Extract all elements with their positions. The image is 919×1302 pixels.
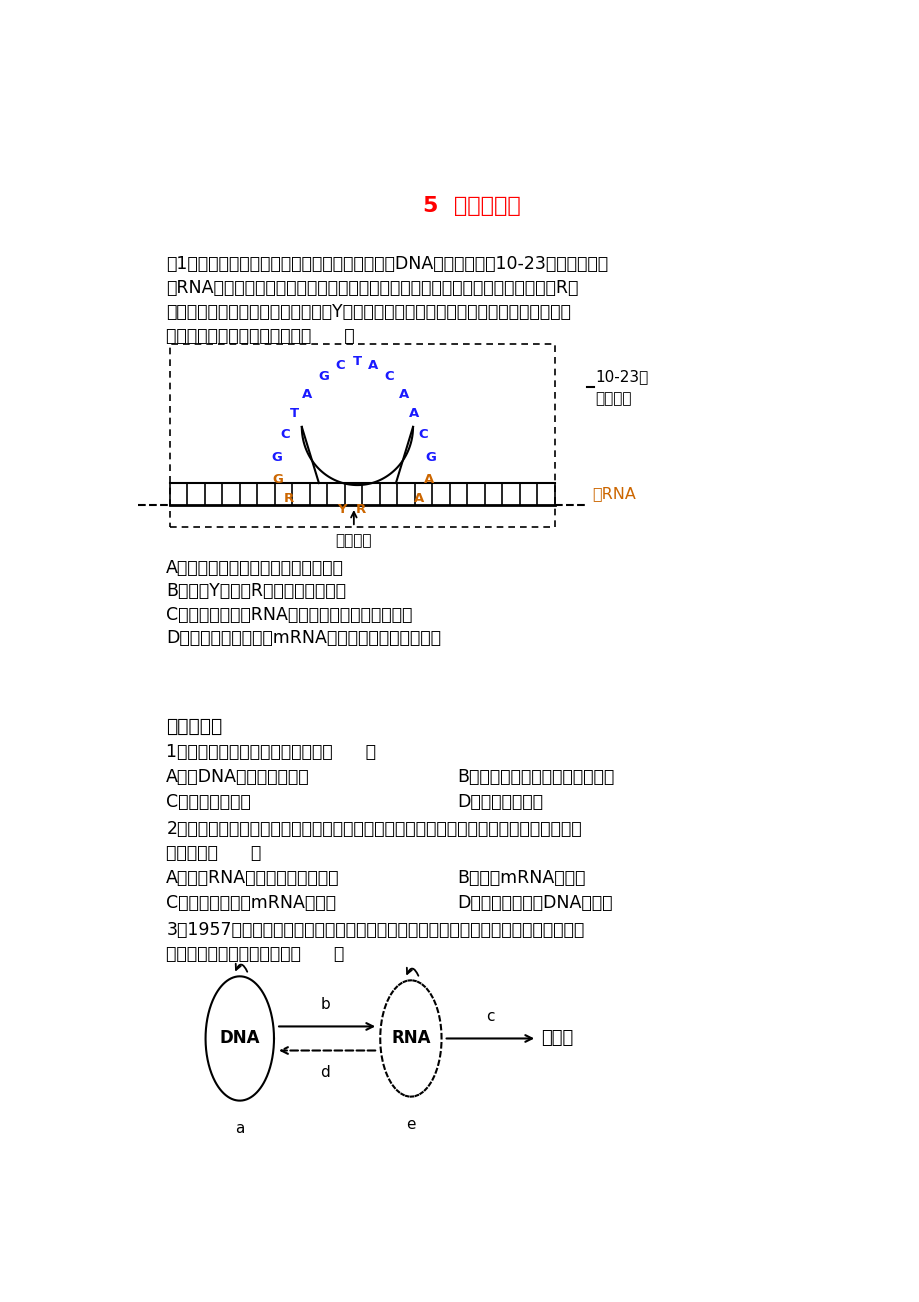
Text: 5  基因的表达: 5 基因的表达 xyxy=(422,197,520,216)
Text: c: c xyxy=(485,1009,494,1023)
Text: A: A xyxy=(368,359,378,372)
Text: 靶RNA结合并进行定点切割的示意图。切割位点在一个未配对的嘌呤核苷酸（图中R所: 靶RNA结合并进行定点切割的示意图。切割位点在一个未配对的嘌呤核苷酸（图中R所 xyxy=(166,279,578,297)
Text: 脱氧核酶: 脱氧核酶 xyxy=(595,392,631,406)
Text: 10-23型: 10-23型 xyxy=(595,370,648,384)
Text: T: T xyxy=(353,355,361,368)
Text: 苷酸。下列有关叙述错误的是（      ）: 苷酸。下列有关叙述错误的是（ ） xyxy=(166,327,355,345)
Text: A: A xyxy=(414,492,424,505)
Text: e: e xyxy=(405,1117,415,1131)
Text: a: a xyxy=(235,1121,244,1135)
Text: D．增强组蛋白与DNA的结合: D．增强组蛋白与DNA的结合 xyxy=(457,894,612,913)
Text: 充，下列有关叙述错误的是（      ）: 充，下列有关叙述错误的是（ ） xyxy=(166,945,345,963)
Text: A: A xyxy=(302,388,312,401)
Text: G: G xyxy=(425,450,436,464)
Text: A: A xyxy=(409,408,419,421)
Text: T: T xyxy=(289,408,299,421)
Text: D．利用脱氧核酶切割mRNA可以抑制基因的转录过程: D．利用脱氧核酶切割mRNA可以抑制基因的转录过程 xyxy=(166,629,441,647)
Text: R: R xyxy=(284,492,294,505)
Text: G: G xyxy=(272,473,283,486)
Text: C: C xyxy=(335,359,345,372)
Text: A．脱氧核酶的作用过程受温度的影响: A．脱氧核酶的作用过程受温度的影响 xyxy=(166,559,344,577)
Text: 一、选择题: 一、选择题 xyxy=(166,717,222,736)
Text: 例1．脱氧核酶是人工合成的具有催化活性的单链DNA分子。下图为10-23型脱氧核酶与: 例1．脱氧核酶是人工合成的具有催化活性的单链DNA分子。下图为10-23型脱氧核… xyxy=(166,254,607,272)
Text: G: G xyxy=(318,370,329,383)
Text: 2．基因的表达受到严格调控。下列调控方式中，能够促进基因表达，从而增加蛋白质分子: 2．基因的表达受到严格调控。下列调控方式中，能够促进基因表达，从而增加蛋白质分子 xyxy=(166,820,582,838)
Text: RNA: RNA xyxy=(391,1030,430,1048)
Text: C．需要消耗能量: C．需要消耗能量 xyxy=(166,793,251,811)
Text: C: C xyxy=(279,428,289,441)
Text: C．促进核糖体与mRNA的结合: C．促进核糖体与mRNA的结合 xyxy=(166,894,336,913)
Text: A: A xyxy=(398,388,408,401)
Text: b: b xyxy=(320,997,330,1012)
Text: C: C xyxy=(384,370,394,383)
Text: G: G xyxy=(271,450,282,464)
Text: C: C xyxy=(418,428,427,441)
Bar xyxy=(170,344,554,527)
Text: A．阻止RNA聚合酶与启动子结合: A．阻止RNA聚合酶与启动子结合 xyxy=(166,868,339,887)
Text: 1．下列对转录的叙述，错误的是（      ）: 1．下列对转录的叙述，错误的是（ ） xyxy=(166,742,376,760)
Text: 示）和一个配对的嘧啶核苷酸（图中Y所示）之间，图中字母均代表由相应碱基构成的核: 示）和一个配对的嘧啶核苷酸（图中Y所示）之间，图中字母均代表由相应碱基构成的核 xyxy=(166,302,571,320)
Text: D．需要酶的催化: D．需要酶的催化 xyxy=(457,793,542,811)
Text: DNA: DNA xyxy=(220,1030,260,1048)
Text: 数量的是（      ）: 数量的是（ ） xyxy=(166,844,261,862)
Text: R: R xyxy=(356,503,366,516)
Text: A: A xyxy=(423,473,434,486)
Text: 3．1957年克里克提出了中心法则，随着研究的不断深入，科学家对中心法则作出了补: 3．1957年克里克提出了中心法则，随着研究的不断深入，科学家对中心法则作出了补 xyxy=(166,922,584,939)
Text: A．以DNA的一条链为模板: A．以DNA的一条链为模板 xyxy=(166,768,310,786)
Text: 蛋白质: 蛋白质 xyxy=(540,1030,573,1048)
Text: B．促进mRNA的降解: B．促进mRNA的降解 xyxy=(457,868,585,887)
Text: B．以脱氧核糖核苷三磷酸为原料: B．以脱氧核糖核苷三磷酸为原料 xyxy=(457,768,614,786)
Text: 切割位点: 切割位点 xyxy=(335,534,371,548)
Text: C．脱氧核酶与靶RNA之间的碱基配对方式有两种: C．脱氧核酶与靶RNA之间的碱基配对方式有两种 xyxy=(166,605,413,624)
Text: B．图中Y与两个R之间通过氢键相连: B．图中Y与两个R之间通过氢键相连 xyxy=(166,582,346,600)
Text: 靶RNA: 靶RNA xyxy=(592,487,636,501)
Text: d: d xyxy=(320,1065,330,1081)
Text: Y: Y xyxy=(336,503,346,516)
